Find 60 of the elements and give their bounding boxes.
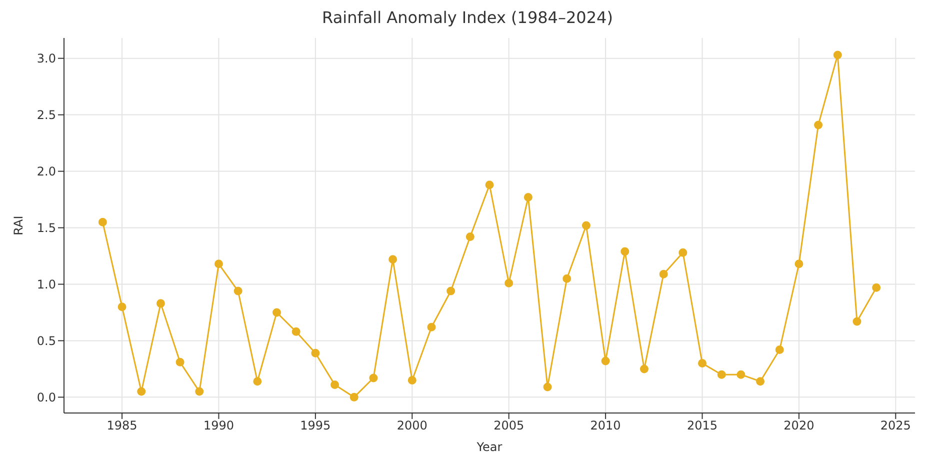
x-tick-label: 2000 <box>396 418 428 433</box>
point <box>311 348 320 358</box>
point <box>659 270 668 278</box>
chart-title: Rainfall Anomaly Index (1984–2024) <box>321 8 614 29</box>
point <box>234 286 242 296</box>
point <box>446 286 456 296</box>
x-tick-label: 2010 <box>590 418 621 433</box>
point <box>756 377 765 386</box>
point <box>408 376 416 384</box>
point <box>272 308 281 317</box>
point <box>98 218 107 226</box>
point <box>118 302 126 312</box>
point <box>466 232 474 242</box>
x-tick-label: 1990 <box>203 418 234 433</box>
point <box>524 193 532 202</box>
y-tick-label: 2.0 <box>36 164 56 179</box>
point <box>601 356 610 366</box>
y-tick-label: 0.0 <box>36 390 56 404</box>
point <box>350 392 358 402</box>
point <box>195 387 204 396</box>
x-tick-label: 2015 <box>686 418 718 433</box>
point <box>562 274 572 283</box>
point <box>156 299 165 308</box>
point <box>369 374 378 382</box>
point <box>485 180 494 190</box>
point <box>543 382 552 392</box>
point <box>292 327 300 336</box>
point <box>176 358 184 366</box>
point <box>253 377 262 386</box>
point <box>814 120 823 130</box>
point <box>620 247 630 256</box>
point <box>137 387 146 396</box>
point <box>388 255 398 264</box>
point <box>717 370 726 379</box>
x-axis-title: Year <box>476 440 502 454</box>
x-tick-label: 2025 <box>880 418 911 433</box>
y-tick-label: 1.0 <box>36 277 56 292</box>
x-tick-label: 1985 <box>106 418 138 433</box>
x-tick-label: 1995 <box>300 418 331 433</box>
point <box>698 359 706 368</box>
point <box>582 221 590 230</box>
point <box>833 50 842 60</box>
x-tick-label: 2005 <box>494 418 524 433</box>
x-tick-label: 2020 <box>784 418 814 433</box>
point <box>504 278 514 288</box>
y-axis-title: RAI <box>11 216 26 236</box>
point <box>852 317 862 326</box>
point <box>640 364 648 374</box>
point <box>794 260 804 268</box>
point <box>330 380 340 390</box>
point <box>775 345 784 354</box>
point <box>872 283 881 292</box>
point <box>427 322 436 332</box>
point <box>678 248 688 257</box>
y-tick-label: 2.5 <box>36 108 56 122</box>
point <box>736 370 746 379</box>
y-tick-label: 3.0 <box>36 52 56 66</box>
y-tick-label: 1.5 <box>36 221 56 236</box>
point <box>214 260 223 268</box>
y-tick-label: 0.5 <box>36 334 56 348</box>
